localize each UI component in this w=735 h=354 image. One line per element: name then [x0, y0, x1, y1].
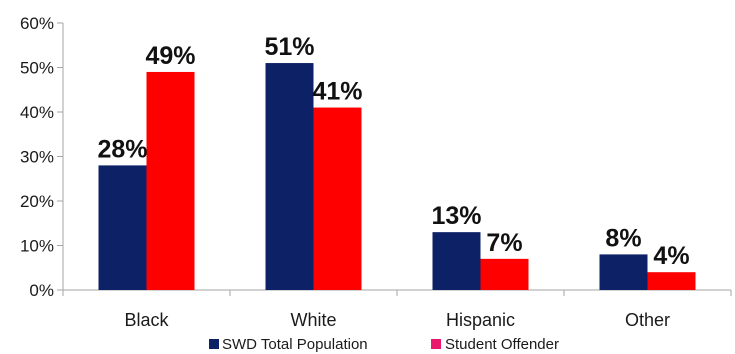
data-label-other-student-offender: 4% [653, 242, 689, 270]
data-label-black-swd-total-population: 28% [97, 135, 147, 163]
bar-black-swd-total-population [98, 165, 147, 290]
x-axis: Black White Hispanic Other [62, 289, 732, 330]
legend-swatch-swd-total-population [209, 339, 219, 349]
bar-white-student-offender [313, 107, 362, 290]
y-tick-label: 50% [20, 59, 54, 78]
x-tick-label-other: Other [625, 310, 670, 330]
data-label-white-student-offender: 41% [312, 78, 362, 106]
bar-hispanic-student-offender [480, 258, 529, 290]
bars [98, 63, 696, 290]
bar-hispanic-swd-total-population [432, 232, 481, 290]
bar-other-student-offender [647, 272, 696, 290]
bar-white-swd-total-population [265, 63, 314, 290]
y-tick-label: 40% [20, 103, 54, 122]
y-tick-label: 60% [20, 14, 54, 33]
data-label-hispanic-swd-total-population: 13% [431, 202, 481, 230]
legend-label-student-offender: Student Offender [445, 336, 559, 353]
legend: SWD Total Population Student Offender [209, 336, 559, 353]
y-tick-label: 20% [20, 192, 54, 211]
y-tick-label: 0% [29, 281, 54, 300]
data-label-black-student-offender: 49% [145, 42, 195, 70]
bar-black-student-offender [146, 71, 195, 290]
bar-other-swd-total-population [599, 254, 648, 290]
legend-swatch-student-offender [431, 339, 441, 349]
x-tick-label-white: White [290, 310, 336, 330]
data-label-other-swd-total-population: 8% [605, 224, 641, 252]
x-tick-label-black: Black [124, 310, 169, 330]
y-axis: 0% 10% 20% 30% 40% 50% 60% [20, 14, 64, 300]
data-labels: 28% 49% 51% 41% 13%7% 8% 4% [97, 33, 689, 270]
data-label-white-swd-total-population: 51% [264, 33, 314, 61]
data-label-hispanic-student-offender: 7% [486, 229, 522, 257]
y-tick-label: 30% [20, 148, 54, 167]
legend-label-swd-total-population: SWD Total Population [222, 336, 368, 353]
x-tick-label-hispanic: Hispanic [446, 310, 515, 330]
y-tick-label: 10% [20, 237, 54, 256]
